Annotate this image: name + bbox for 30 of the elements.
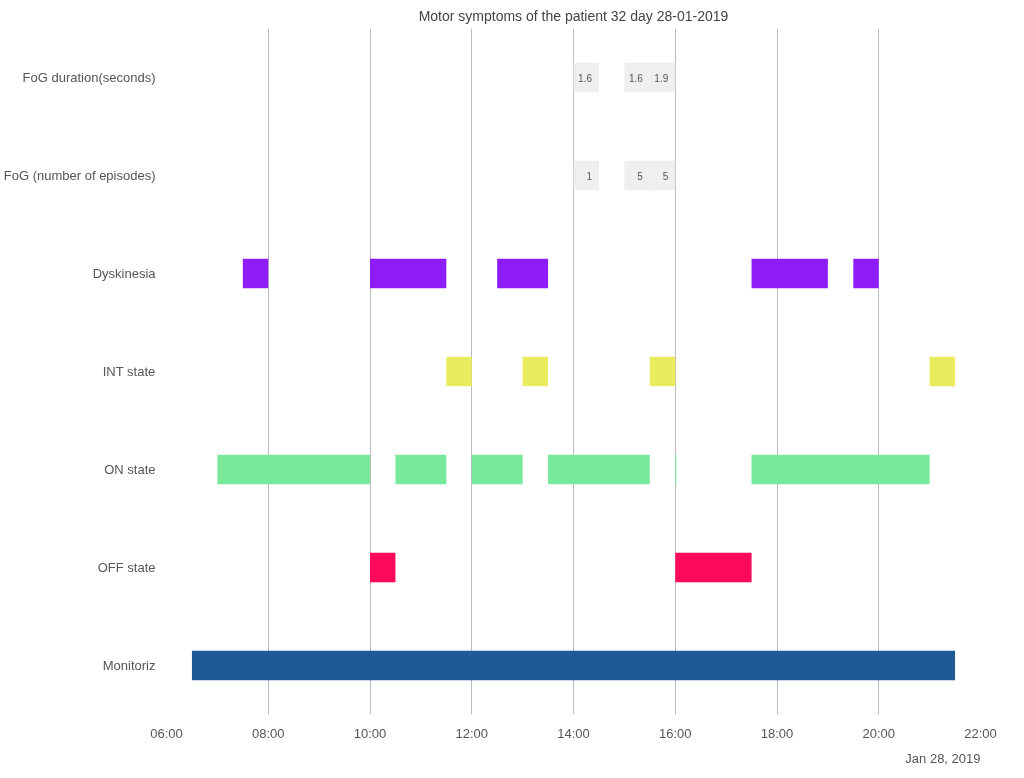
x-tick-label: 18:00 [760, 725, 794, 741]
x-tick-label: 14:00 [557, 725, 590, 741]
text: Jan 28, 2019 [905, 750, 981, 766]
bar [573, 160, 599, 191]
x-tick-label: 12:00 [455, 725, 489, 741]
annotation: 5 [637, 170, 644, 182]
x-tick-label: 10:00 [353, 725, 387, 741]
x-tick-label: 06:00 [150, 725, 183, 741]
y-tick-label: INT state [102, 364, 156, 379]
x-tick-label: 08:00 [251, 725, 285, 741]
x-tick-label: 16:00 [658, 725, 692, 741]
y-tick-label: FoG (number of episodes) [3, 168, 156, 183]
bar [751, 454, 930, 485]
annotation: 1.6 [578, 72, 593, 84]
y-tick-label: Monitoriz [102, 658, 156, 673]
chart-title: Motor symptoms of the patient 32 day 28-01-2019 [418, 7, 729, 24]
annotation: 1.9 [654, 72, 669, 84]
y-tick-label: ON state [104, 462, 156, 477]
annotation: 1 [586, 170, 593, 182]
bar [675, 552, 752, 583]
bar [929, 356, 956, 387]
y-tick-label: Dyskinesia [92, 266, 157, 281]
y-tick-label: FoG duration(seconds) [22, 70, 156, 85]
x-tick-label: 20:00 [862, 725, 896, 741]
annotation: 1.6 [628, 72, 644, 84]
y-tick-label: OFF state [97, 560, 156, 575]
bar [191, 650, 956, 681]
x-tick-label: 22:00 [964, 725, 997, 741]
bar [370, 552, 396, 583]
annotation: 5 [662, 170, 669, 182]
